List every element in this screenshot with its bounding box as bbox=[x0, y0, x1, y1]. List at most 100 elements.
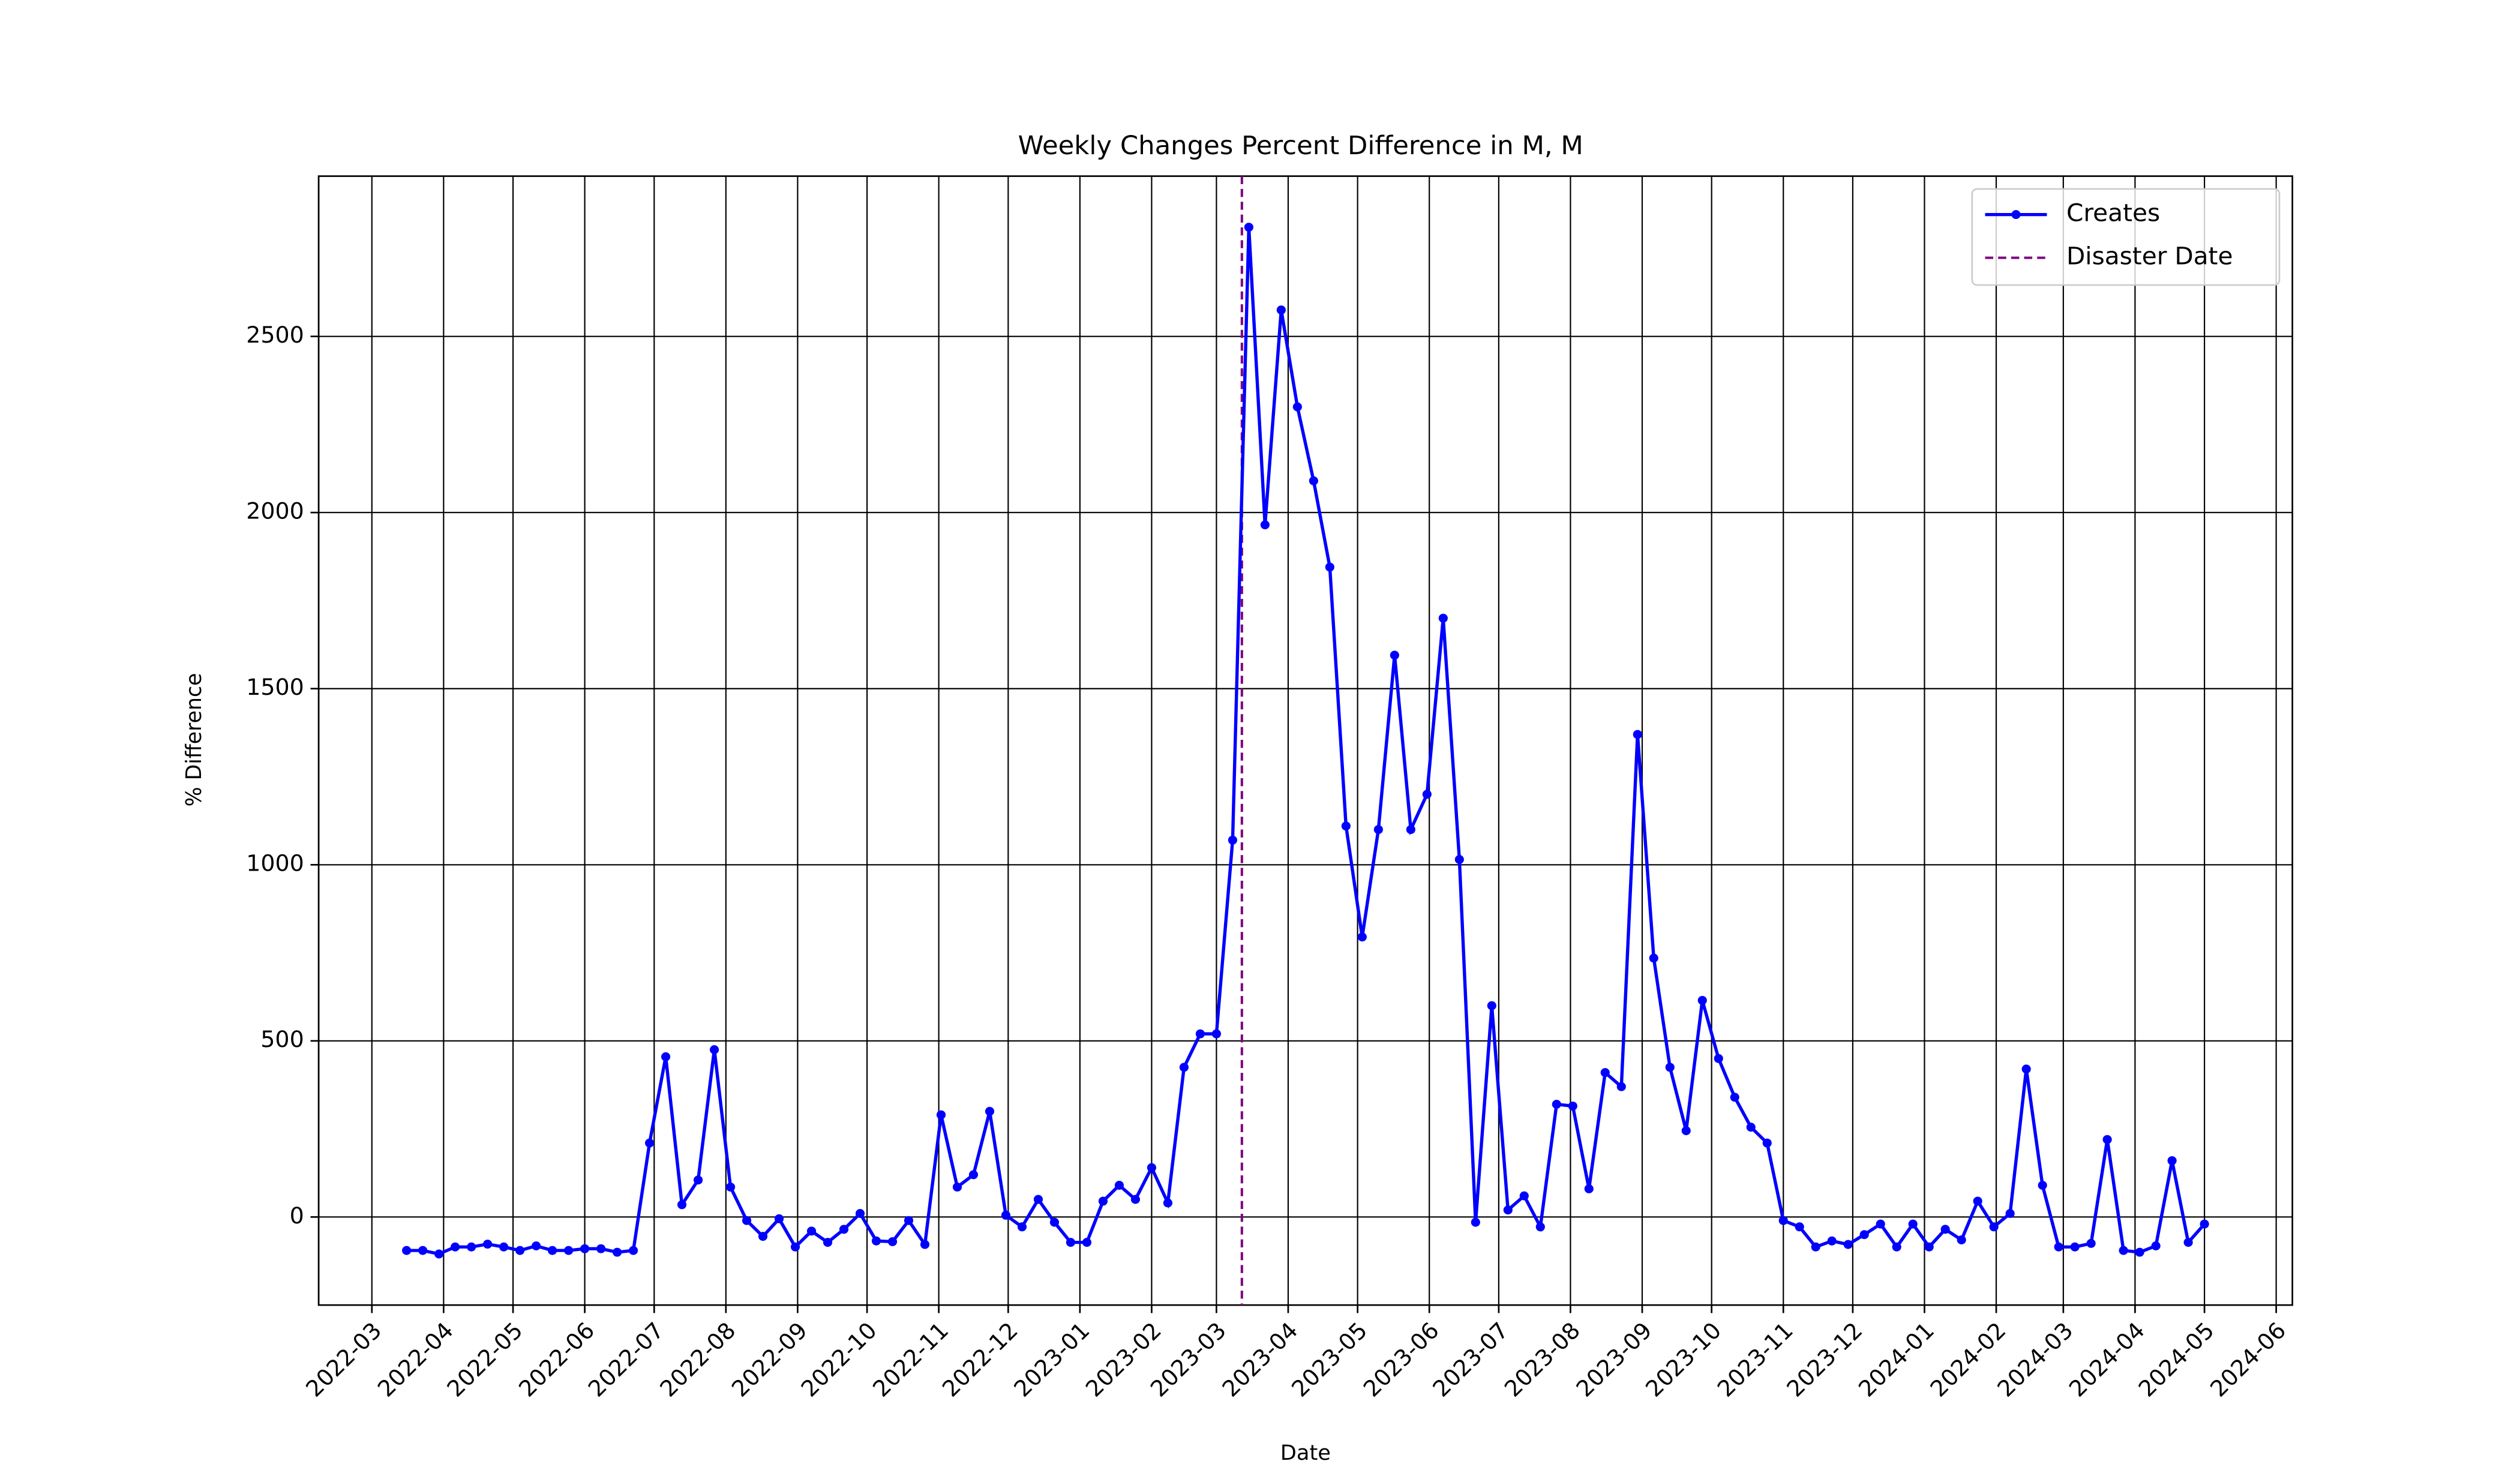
data-point bbox=[1908, 1219, 1918, 1229]
data-point bbox=[515, 1246, 525, 1255]
data-point bbox=[1130, 1195, 1141, 1204]
data-point bbox=[1373, 825, 1383, 835]
data-point bbox=[1633, 730, 1642, 739]
y-tick-label: 500 bbox=[260, 1026, 304, 1052]
data-point bbox=[677, 1200, 687, 1210]
data-point bbox=[1098, 1196, 1108, 1206]
data-point bbox=[580, 1244, 590, 1253]
data-point bbox=[1649, 953, 1658, 963]
data-point bbox=[985, 1106, 995, 1116]
series-line bbox=[406, 227, 2206, 1256]
data-point bbox=[2102, 1135, 2112, 1144]
data-point bbox=[1535, 1222, 1545, 1232]
data-point bbox=[596, 1244, 606, 1253]
data-point bbox=[1406, 825, 1415, 835]
data-point bbox=[1762, 1138, 1772, 1148]
data-point bbox=[1211, 1029, 1221, 1039]
data-point bbox=[628, 1246, 638, 1255]
data-point bbox=[1438, 613, 1448, 623]
data-point bbox=[1616, 1082, 1626, 1091]
data-point bbox=[2005, 1208, 2015, 1218]
data-point bbox=[1357, 932, 1367, 942]
data-point bbox=[1957, 1235, 1966, 1244]
data-point bbox=[1049, 1217, 1060, 1227]
data-point bbox=[2135, 1247, 2144, 1257]
data-point bbox=[1519, 1191, 1529, 1201]
legend-label: Creates bbox=[2066, 199, 2160, 227]
y-tick-label: 2500 bbox=[246, 322, 304, 348]
data-point bbox=[1276, 305, 1286, 315]
data-point bbox=[418, 1246, 428, 1255]
data-point bbox=[2151, 1241, 2161, 1250]
data-point bbox=[1778, 1216, 1788, 1225]
data-point bbox=[2054, 1242, 2063, 1252]
data-point bbox=[1568, 1101, 1577, 1111]
data-point bbox=[1390, 650, 1399, 660]
data-point bbox=[823, 1238, 833, 1247]
data-point bbox=[1341, 821, 1351, 831]
data-point bbox=[1940, 1225, 1950, 1234]
data-point bbox=[1924, 1242, 1934, 1252]
data-point bbox=[612, 1247, 622, 1257]
data-point bbox=[758, 1232, 768, 1241]
data-point bbox=[1697, 995, 1707, 1005]
y-axis-label: % Difference bbox=[182, 673, 206, 807]
data-point bbox=[968, 1170, 979, 1180]
data-point bbox=[1292, 402, 1302, 412]
data-point bbox=[2200, 1219, 2209, 1229]
data-point bbox=[1876, 1219, 1885, 1229]
data-point bbox=[1454, 855, 1464, 864]
data-point bbox=[1114, 1181, 1124, 1190]
data-point bbox=[1001, 1210, 1011, 1220]
data-point bbox=[1033, 1195, 1043, 1204]
data-point bbox=[887, 1237, 898, 1246]
data-point bbox=[1827, 1236, 1837, 1246]
data-point bbox=[1503, 1205, 1513, 1215]
data-point bbox=[2070, 1242, 2080, 1252]
y-tick-label: 1000 bbox=[246, 850, 304, 877]
data-point bbox=[1163, 1198, 1172, 1208]
data-point bbox=[548, 1246, 557, 1255]
legend-box bbox=[1971, 188, 2281, 286]
data-point bbox=[1843, 1240, 1853, 1249]
data-point bbox=[1422, 790, 1432, 799]
data-point bbox=[1811, 1242, 1820, 1252]
data-point bbox=[661, 1052, 671, 1061]
data-point bbox=[483, 1240, 493, 1249]
data-point bbox=[1244, 223, 1253, 232]
data-point bbox=[1730, 1093, 1739, 1102]
y-tick-label: 2000 bbox=[246, 498, 304, 524]
data-point bbox=[2038, 1181, 2047, 1190]
data-point bbox=[806, 1226, 817, 1236]
chart-title: Weekly Changes Percent Difference in M, … bbox=[1018, 131, 1583, 161]
data-point bbox=[1147, 1163, 1157, 1172]
data-point bbox=[532, 1241, 541, 1250]
data-point bbox=[644, 1138, 655, 1148]
data-point bbox=[1681, 1126, 1691, 1135]
data-point bbox=[1552, 1100, 1561, 1109]
data-point bbox=[920, 1240, 930, 1249]
data-point bbox=[402, 1246, 412, 1255]
data-point bbox=[451, 1242, 460, 1252]
data-point bbox=[2167, 1156, 2177, 1165]
y-tick-label: 1500 bbox=[246, 674, 304, 700]
data-point bbox=[1179, 1063, 1189, 1072]
data-point bbox=[774, 1214, 784, 1223]
data-point bbox=[564, 1246, 574, 1255]
data-point bbox=[1471, 1217, 1480, 1227]
data-point bbox=[1584, 1184, 1594, 1193]
data-point bbox=[2119, 1246, 2128, 1255]
data-point bbox=[1600, 1068, 1610, 1078]
plot-frame bbox=[317, 175, 2293, 1306]
data-point bbox=[790, 1242, 800, 1252]
data-point bbox=[1795, 1222, 1804, 1232]
data-point bbox=[1309, 476, 1318, 485]
data-point bbox=[725, 1182, 736, 1192]
data-point bbox=[1973, 1196, 1982, 1206]
data-point bbox=[952, 1182, 962, 1192]
y-tick-label: 0 bbox=[290, 1202, 304, 1229]
data-point bbox=[904, 1216, 914, 1225]
data-point bbox=[1487, 1001, 1496, 1010]
